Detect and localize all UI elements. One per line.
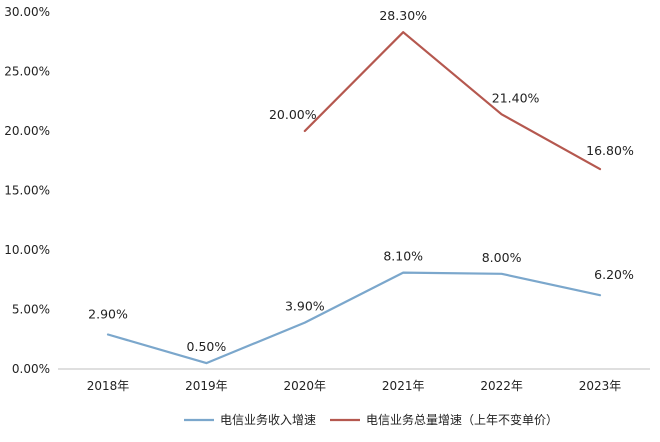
x-tick-label: 2022年 [480,379,523,393]
y-tick-label: 15.00% [4,184,50,198]
y-tick-label: 25.00% [4,65,50,79]
series-line-2 [303,31,602,171]
series-line-1 [106,271,602,365]
data-label: 6.20% [594,267,634,282]
data-labels: 2.90% 0.50% 3.90% 8.10% 8.00% 6.20% 20.00% 28.3… [88,8,634,354]
data-label: 8.10% [383,249,423,264]
data-label: 21.40% [492,90,540,105]
data-label: 28.30% [379,8,427,23]
y-tick-label: 5.00% [12,303,50,317]
data-label: 16.80% [586,143,634,158]
x-tick-label: 2018年 [87,379,130,393]
data-label: 3.90% [285,299,325,314]
y-tick-label: 30.00% [4,5,50,19]
x-axis-ticks: 2018年 2019年 2020年 2021年 2022年 2023年 [87,379,622,393]
x-tick-label: 2021年 [382,379,425,393]
legend-label: 电信业务总量增速（上年不变单价） [366,412,558,427]
data-label: 2.90% [88,306,128,321]
series-lines [106,31,602,365]
y-axis-ticks: 0.00% 5.00% 10.00% 15.00% 20.00% 25.00% 30.00% [4,5,50,376]
x-tick-label: 2020年 [284,379,327,393]
data-label: 20.00% [269,107,317,122]
x-tick-label: 2023年 [579,379,622,393]
x-tick-label: 2019年 [185,379,228,393]
data-label: 8.00% [482,250,522,265]
y-tick-label: 0.00% [12,362,50,376]
y-tick-label: 10.00% [4,243,50,257]
y-tick-label: 20.00% [4,124,50,138]
legend: 电信业务收入增速 电信业务总量增速（上年不变单价） [184,412,558,427]
data-label: 0.50% [187,339,227,354]
legend-label: 电信业务收入增速 [220,412,316,427]
